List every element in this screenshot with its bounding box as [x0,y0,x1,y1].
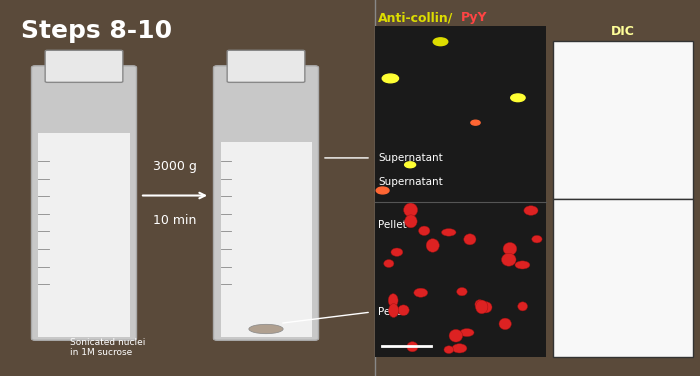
Ellipse shape [452,344,467,353]
Ellipse shape [444,346,454,353]
Bar [374,26,546,357]
Circle shape [405,162,416,168]
Ellipse shape [501,253,516,266]
Ellipse shape [389,304,399,317]
Bar [553,199,693,357]
Ellipse shape [515,261,530,269]
Ellipse shape [407,342,418,352]
Ellipse shape [426,239,440,252]
Text: 3000 g: 3000 g [153,160,197,173]
Ellipse shape [389,294,398,307]
Bar [220,142,312,337]
Circle shape [376,187,389,194]
Ellipse shape [480,302,492,313]
Circle shape [511,94,525,102]
Ellipse shape [391,248,402,256]
Ellipse shape [475,300,488,314]
Bar [553,41,693,199]
Ellipse shape [398,305,410,315]
Ellipse shape [404,203,418,217]
Text: Steps 8-10: Steps 8-10 [21,19,172,43]
Ellipse shape [499,318,511,330]
FancyBboxPatch shape [32,66,136,340]
Ellipse shape [460,329,474,337]
Text: Anti-collin/: Anti-collin/ [378,11,454,24]
Circle shape [382,74,398,83]
Bar [38,133,130,337]
Ellipse shape [449,329,463,342]
Ellipse shape [503,243,517,255]
FancyBboxPatch shape [45,50,123,82]
Text: DIC: DIC [611,24,635,38]
Ellipse shape [524,206,538,215]
FancyBboxPatch shape [214,66,318,340]
Ellipse shape [414,288,428,297]
Ellipse shape [475,300,484,309]
Ellipse shape [384,259,394,267]
Circle shape [433,38,448,45]
Text: Sonicated nuclei
in 1M sucrose: Sonicated nuclei in 1M sucrose [70,338,146,357]
Ellipse shape [419,226,430,235]
Ellipse shape [442,229,456,236]
Ellipse shape [456,288,467,296]
Ellipse shape [405,215,417,228]
Text: PyY: PyY [461,11,487,24]
Ellipse shape [249,324,283,334]
Text: Supernatant: Supernatant [378,153,442,163]
Text: 10 min: 10 min [153,214,197,227]
Circle shape [471,120,480,125]
Text: Pellet: Pellet [378,220,407,230]
Text: Supernatant: Supernatant [378,177,442,186]
Ellipse shape [532,235,542,243]
Ellipse shape [518,302,528,311]
Text: Pellet: Pellet [378,307,407,317]
FancyBboxPatch shape [227,50,305,82]
Ellipse shape [464,234,476,245]
